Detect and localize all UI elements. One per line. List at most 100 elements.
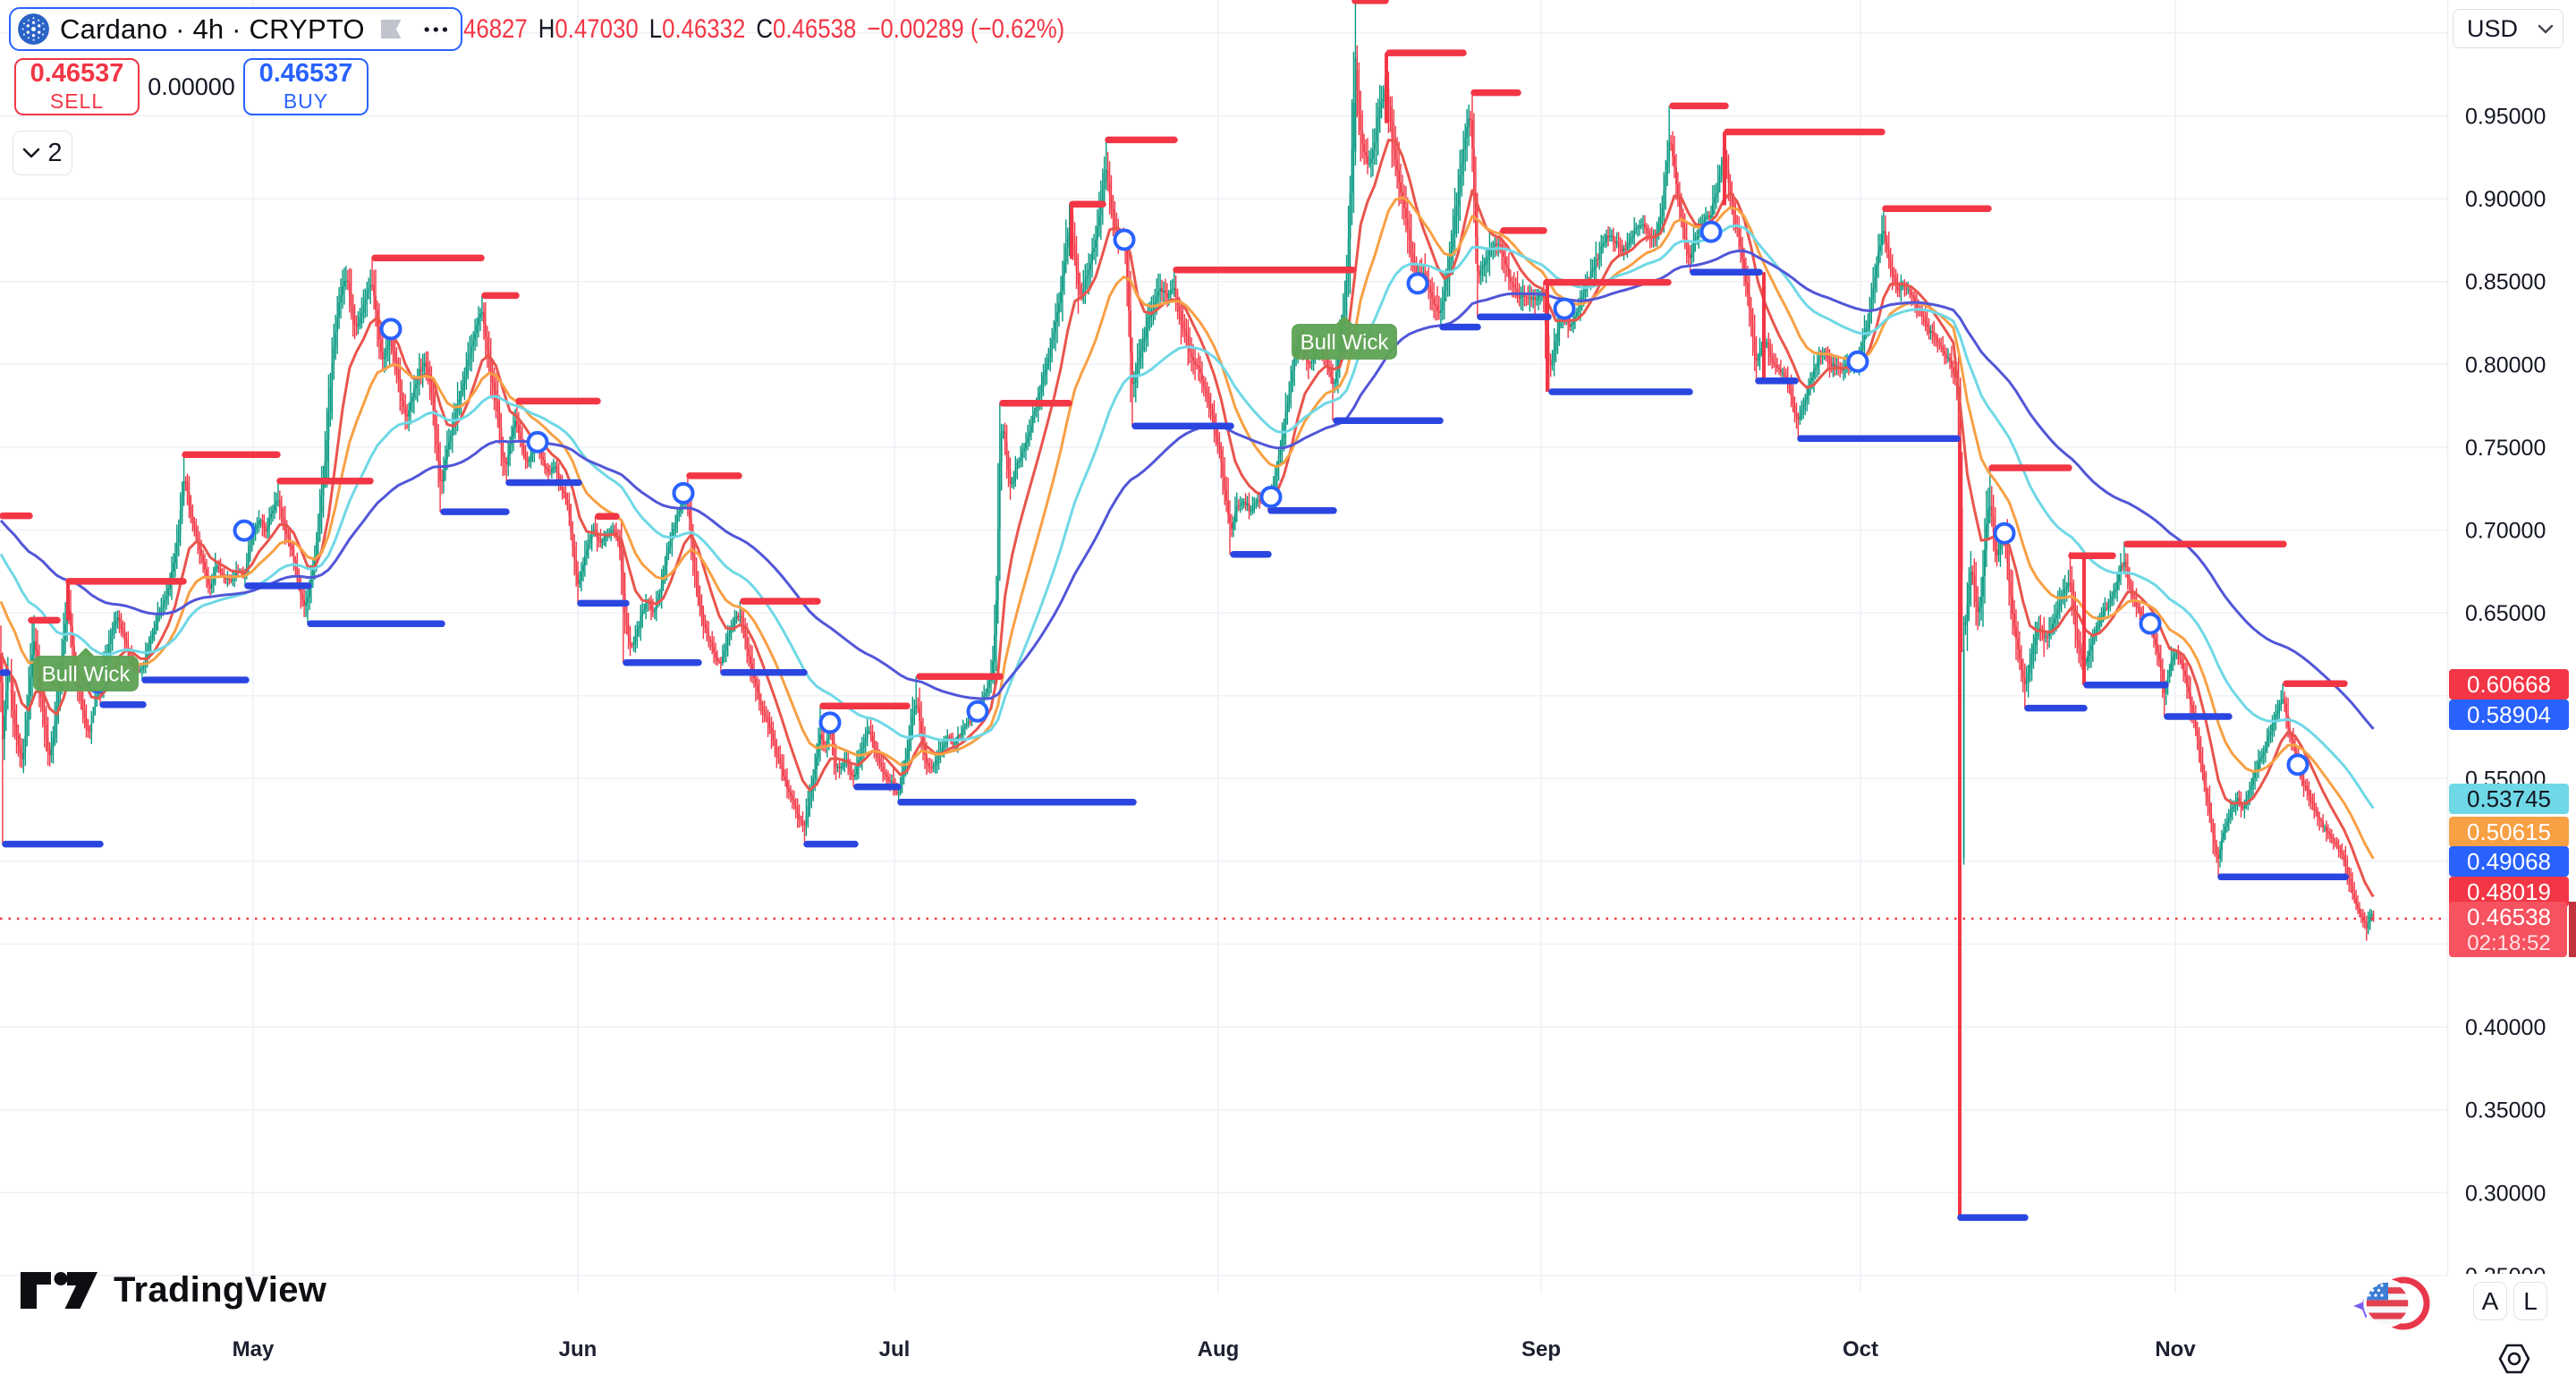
legend-collapse-button[interactable]: 2 [13,131,72,175]
price-tick: 0.25000 [2465,1264,2546,1289]
grid [0,0,2447,1293]
sell-label: SELL [49,89,105,114]
month-label[interactable]: Nov [2155,1337,2196,1361]
svg-text:0.49068: 0.49068 [2467,848,2551,875]
more-options-icon[interactable] [424,26,448,33]
price-scale[interactable]: 0.95000 0.90000 0.85000 0.80000 0.75000 0.700… [2446,0,2576,1374]
ohlc-open: 46827 [463,14,528,44]
svg-text:0.60668: 0.60668 [2467,671,2551,698]
pivot-marker [966,700,989,723]
pivot-marker [672,481,695,505]
tradingview-logo-icon [21,1271,97,1309]
pivot-marker [1553,297,1576,320]
plot-price-label: 0.58904 [2449,700,2569,730]
plot-area: Bull Wick Bull Wick [0,0,2375,1221]
ohlc-change: −0.00289 (−0.62%) [867,14,1065,44]
pivot-marker [526,430,549,454]
flag-icon[interactable] [380,17,402,41]
tradingview-watermark[interactable]: TradingView [21,1270,326,1310]
svg-text:0.46538: 0.46538 [2467,903,2551,930]
ohlc-close: 0.46538 [773,14,857,44]
price-tick-labels: 0.95000 0.90000 0.85000 0.80000 0.75000 0.700… [2465,105,2546,1289]
candle-wicks-down [0,45,2375,1218]
price-tick: 0.80000 [2465,352,2546,377]
price-tick: 0.30000 [2465,1181,2546,1206]
ohlc-low-label: L [648,14,663,44]
cardano-logo-icon [18,13,49,45]
svg-text:Bull Wick: Bull Wick [1301,331,1390,355]
sell-price: 0.46537 [30,59,124,89]
price-tick: 0.85000 [2465,270,2546,295]
price-tick: 0.70000 [2465,519,2546,544]
ohlc-high-label: H [538,14,555,44]
price-tick: 0.75000 [2465,436,2546,461]
price-tick: 0.40000 [2465,1015,2546,1040]
ema-mid-line [0,196,2375,860]
symbol-button[interactable]: Cardano · 4h · CRYPTO [9,7,462,51]
buy-label: BUY [283,89,329,114]
plot-price-label: 0.60668 [2449,669,2569,700]
pivot-marker [1846,350,1869,373]
svg-text:0.53745: 0.53745 [2467,785,2551,812]
price-tick: 0.35000 [2465,1098,2546,1124]
currency-value: USD [2467,14,2519,42]
ohlc-close-label: C [756,14,774,44]
bull-wick-label: Bull Wick [33,648,139,691]
pivot-marker [233,519,256,542]
svg-text:0.48019: 0.48019 [2467,878,2551,905]
economic-event-flag-icon[interactable] [2336,1276,2444,1335]
month-label[interactable]: Oct [1843,1337,1878,1361]
ohlc-high: 0.47030 [555,14,639,44]
pivot-marker [1699,220,1723,243]
pivot-marker [1993,522,2016,545]
buy-price: 0.46537 [258,59,353,89]
currency-selector[interactable]: USD [2453,9,2563,48]
auto-scale-button[interactable]: A [2473,1282,2507,1320]
plot-price-label: 0.49068 [2449,846,2569,877]
log-scale-button[interactable]: L [2513,1282,2547,1320]
price-tick: 0.95000 [2465,105,2546,130]
plot-price-label: 0.50615 [2449,817,2569,847]
spread-value: 0.00000 [148,72,235,100]
scale-mode-buttons: A L [2473,1282,2547,1320]
tradingview-logo-text: TradingView [114,1270,327,1310]
buy-button[interactable]: 0.46537 BUY [243,58,369,115]
time-scale[interactable]: May Jun Jul Aug Sep Oct Nov [233,1337,2197,1361]
ema-slowest-line [0,250,2375,730]
month-label[interactable]: Aug [1198,1337,1240,1361]
svg-text:02:18:52: 02:18:52 [2467,931,2550,955]
pivot-marker [1113,228,1136,251]
month-label[interactable]: Jul [879,1337,911,1361]
plot-price-label: 0.53745 [2449,784,2569,814]
chevron-down-icon [23,148,40,158]
ema-fast-line [0,139,2375,898]
ohlc-low: 0.46332 [662,14,746,44]
month-label[interactable]: May [233,1337,275,1361]
plot-price-label: 0.48019 [2449,877,2569,907]
svg-text:Bull Wick: Bull Wick [42,663,131,687]
month-label[interactable]: Sep [1521,1337,1561,1361]
pivot-marker [818,711,842,734]
timezone-settings-icon[interactable] [2496,1342,2532,1374]
pivot-marker [1259,486,1283,508]
month-label[interactable]: Jun [559,1337,597,1361]
svg-text:0.50615: 0.50615 [2467,818,2551,845]
pivot-marker [2139,612,2162,635]
sell-button[interactable]: 0.46537 SELL [14,58,140,115]
price-tick: 0.90000 [2465,187,2546,212]
ema-slow-line [0,224,2375,810]
trade-panel: 0.46537 SELL 0.00000 0.46537 BUY [14,58,369,115]
symbol-title: Cardano · 4h · CRYPTO [60,13,365,45]
bull-wick-label: Bull Wick [1292,316,1397,360]
pivot-marker [379,318,402,341]
chevron-down-icon [2538,24,2554,33]
pivot-marker [2286,753,2309,776]
price-tick: 0.65000 [2465,601,2546,626]
ohlc-legend: 46827 H 0.47030 L 0.46332 C 0.46538 −0.0… [463,12,1064,47]
candle-bodies-up [4,57,2373,929]
pivot-marker [1406,272,1429,295]
svg-text:0.58904: 0.58904 [2467,701,2551,728]
